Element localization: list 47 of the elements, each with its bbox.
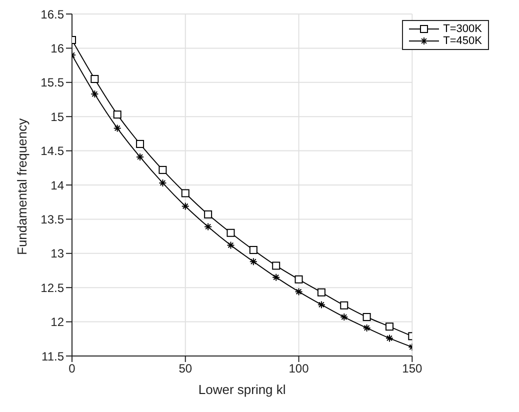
y-axis-title: Fundamental frequency — [14, 118, 30, 255]
point — [249, 246, 258, 254]
legend-label: T=450K — [443, 35, 482, 47]
y-tick-label: 11.5 — [42, 349, 64, 364]
y-tick-label: 14 — [50, 178, 64, 192]
point — [90, 90, 99, 98]
point — [272, 262, 280, 270]
x-tick-label: 100 — [288, 362, 310, 376]
legend-label: T=300K — [443, 23, 482, 35]
point — [226, 241, 235, 250]
point — [385, 334, 394, 342]
point — [294, 288, 303, 296]
point — [385, 322, 394, 331]
y-tick-label: 16 — [50, 41, 64, 56]
point — [340, 301, 348, 310]
x-tick-label: 50 — [178, 362, 192, 376]
x-axis-title: Lower spring kl — [198, 382, 286, 397]
point — [362, 313, 371, 322]
point — [249, 258, 258, 266]
y-tick-label: 13 — [50, 246, 64, 261]
point — [340, 313, 348, 322]
point — [362, 324, 371, 332]
point — [158, 178, 167, 187]
y-tick-label: 12 — [50, 315, 64, 330]
point — [113, 124, 122, 132]
y-tick-label: 16.5 — [40, 7, 64, 22]
point — [204, 210, 212, 218]
y-tick-label: 13.5 — [40, 212, 64, 226]
y-tick-label: 15.5 — [40, 76, 64, 90]
point — [204, 222, 212, 231]
x-tick-label: 0 — [68, 362, 76, 376]
y-tick-label: 12.5 — [40, 280, 64, 295]
point — [226, 228, 235, 237]
point — [90, 74, 99, 83]
y-tick-label: 14.5 — [40, 144, 64, 158]
x-tick-label: 150 — [402, 362, 422, 376]
point — [317, 300, 326, 309]
point — [136, 140, 144, 148]
point — [181, 189, 190, 198]
point — [294, 275, 303, 284]
point — [272, 273, 280, 282]
point — [181, 202, 190, 210]
point — [158, 166, 167, 174]
point — [113, 110, 122, 119]
point — [136, 152, 144, 161]
y-tick-label: 15 — [50, 110, 64, 124]
point — [317, 288, 326, 296]
